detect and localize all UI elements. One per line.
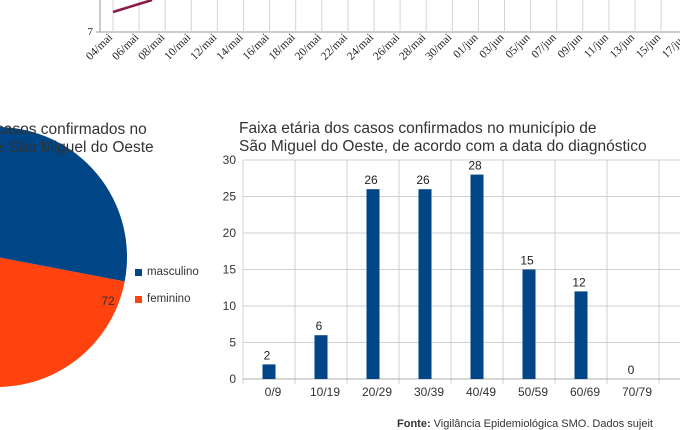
bar-60-69: [574, 291, 588, 379]
line-x-tick-label: 17/jun: [660, 31, 680, 60]
bar-value-label: 6: [316, 319, 323, 333]
bar-y-tick-label: 30: [223, 153, 237, 167]
pie-title-line1: casos confirmados no: [0, 121, 147, 138]
line-x-tick-label: 20/mai: [293, 32, 324, 63]
bar-x-tick-label: 40/49: [466, 385, 496, 399]
line-x-tick-label: 14/mai: [215, 32, 246, 63]
bar-value-label: 2: [264, 348, 271, 362]
line-x-tick-label: 03/jun: [477, 31, 506, 60]
bar-10-19: [314, 335, 328, 379]
bar-y-tick-label: 25: [223, 190, 237, 204]
line-x-tick-label: 26/mai: [371, 32, 402, 63]
bar-x-tick-label: 50/59: [518, 385, 548, 399]
bar-y-tick-label: 20: [223, 226, 237, 240]
bar-x-tick-label: 0/9: [265, 385, 282, 399]
line-x-tick-label: 22/mai: [319, 32, 350, 63]
line-x-tick-label: 07/jun: [530, 31, 559, 60]
bar-x-tick-label: 10/19: [310, 385, 340, 399]
line-series-casos: [112, 0, 153, 14]
bar-value-label: 26: [416, 173, 430, 187]
pie-value-label-feminino: 72: [101, 294, 115, 308]
bar-x-tick-label: 20/29: [362, 385, 392, 399]
pie-slice-feminino: [0, 257, 125, 387]
legend-item-masculino: masculino: [135, 266, 199, 278]
line-x-tick-label: 10/mai: [162, 32, 193, 63]
line-x-tick-label: 28/mai: [397, 32, 428, 63]
legend-item-feminino: feminino: [135, 293, 190, 305]
source-label: Fonte:: [397, 418, 431, 430]
line-x-tick-label: 12/mai: [188, 32, 219, 63]
line-chart-grid: [112, 0, 662, 32]
source-text: Vigilância Epidemiológica SMO. Dados suj…: [433, 418, 653, 430]
bar-y-tick-label: 15: [223, 263, 237, 277]
line-x-tick-label: 24/mai: [345, 32, 376, 63]
line-x-tick-label: 18/mai: [267, 32, 298, 63]
line-x-tick-label: 11/jun: [582, 31, 611, 60]
bar-x-tick-label: 30/39: [414, 385, 444, 399]
line-x-tick-label: 15/jun: [634, 31, 663, 60]
legend-swatch-masculino: [135, 268, 142, 276]
bar-20-29: [366, 189, 380, 379]
line-x-tick-label: 16/mai: [241, 32, 272, 63]
bar-50-59: [522, 269, 536, 379]
line-chart-x-ticks: 04/mai06/mai08/mai10/mai12/mai14/mai16/m…: [84, 31, 680, 62]
pie-slice-masculino: [0, 127, 127, 282]
line-x-tick-label: 13/jun: [608, 31, 637, 60]
line-x-tick-label: 06/mai: [110, 32, 141, 63]
legend-swatch-feminino: [135, 295, 142, 303]
bar-x-tick-label: 60/69: [570, 385, 600, 399]
line-y-tick-7: 7: [88, 26, 94, 38]
bar-value-label: 15: [520, 254, 534, 268]
line-x-tick-label: 01/jun: [451, 31, 480, 60]
bar-value-label: 28: [468, 159, 482, 173]
bar-30-39: [418, 189, 432, 379]
bar-chart-bars: [262, 174, 588, 379]
line-chart: 7 04/mai06/mai08/mai10/mai12/mai14/mai16…: [84, 0, 680, 63]
bar-0-9: [262, 364, 276, 379]
bar-value-label: 26: [364, 173, 378, 187]
bar-chart-grid: [242, 159, 680, 384]
line-x-tick-label: 05/jun: [503, 31, 532, 60]
bar-value-label: 12: [572, 275, 586, 289]
bar-y-tick-label: 10: [223, 299, 237, 313]
line-x-tick-label: 09/jun: [556, 31, 585, 60]
bar-y-tick-label: 5: [229, 336, 236, 350]
source-note: Fonte: Vigilância Epidemiológica SMO. Da…: [397, 418, 653, 430]
bar-title-line1: Faixa etária dos casos confirmados no mu…: [239, 120, 597, 137]
pie-chart: 72: [0, 127, 127, 387]
legend-label-masculino: masculino: [147, 266, 199, 278]
bar-value-label: 0: [628, 363, 635, 377]
bar-y-tick-label: 0: [229, 372, 236, 386]
bar-title-line2: São Miguel do Oeste, de acordo com a dat…: [239, 138, 647, 155]
pie-title-line2: e São Miguel do Oeste: [0, 139, 154, 156]
bar-x-tick-label: 70/79: [622, 385, 652, 399]
legend-label-feminino: feminino: [147, 293, 191, 305]
line-x-tick-label: 30/mai: [423, 32, 454, 63]
bar-40-49: [470, 174, 484, 379]
bar-chart-y-ticks: 0 5 10 15 20 25 30: [223, 153, 237, 386]
line-x-tick-label: 08/mai: [136, 32, 167, 63]
